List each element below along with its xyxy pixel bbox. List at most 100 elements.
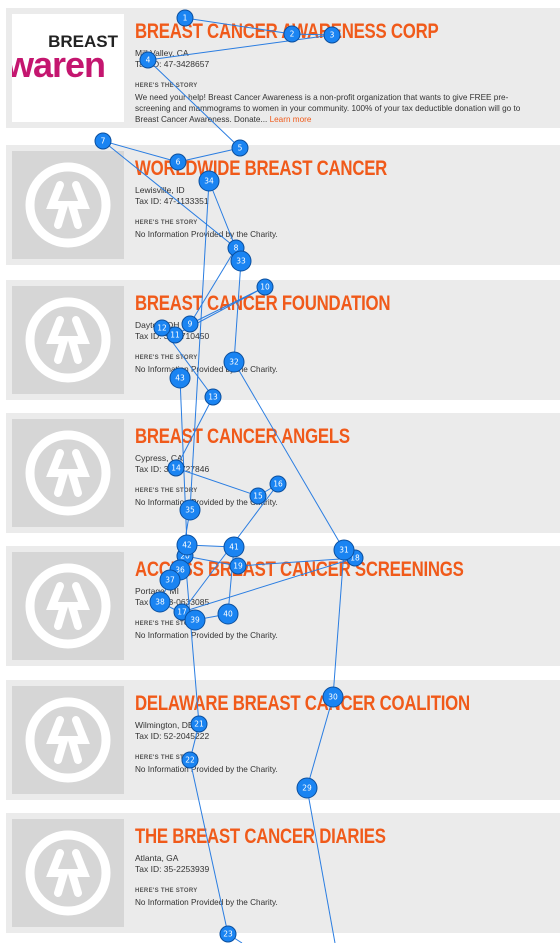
click-marker (169, 367, 191, 389)
click-marker (219, 925, 237, 943)
story-heading: HERE'S THE STORY (135, 220, 198, 226)
charity-image (12, 286, 124, 394)
charity-image: BREAST waren (12, 14, 124, 122)
marker-label: 16 (273, 480, 283, 489)
click-marker (204, 388, 222, 406)
path-segment (175, 467, 259, 497)
marker-label: 6 (176, 158, 181, 167)
charity-card[interactable]: ACCESS BREAST CANCER SCREENINGS Portage, … (6, 546, 560, 666)
charity-location: Portage, MI (135, 586, 179, 596)
charity-location: Lewisville, ID (135, 185, 185, 195)
charity-location: Wilmington, DE (135, 720, 194, 730)
marker-label: 1 (183, 14, 188, 23)
charity-tax-id: Tax ID: 52-2045222 (135, 731, 210, 741)
charity-title[interactable]: DELAWARE BREAST CANCER COALITION (135, 692, 470, 715)
charity-location: Cypress, CA (135, 453, 183, 463)
click-marker (333, 539, 355, 561)
story-heading: HERE'S THE STORY (135, 355, 198, 361)
click-marker (249, 487, 267, 505)
path-segment (102, 140, 237, 249)
charity-title[interactable]: WORLDWIDE BREAST CANCER (135, 157, 388, 180)
charity-image (12, 419, 124, 527)
placeholder-icon (25, 430, 111, 516)
click-marker (229, 557, 247, 575)
charity-tax-id: Tax ID: 47-3428657 (135, 59, 210, 69)
path-segment (189, 759, 229, 935)
click-marker (176, 9, 194, 27)
click-marker (223, 351, 245, 373)
charity-card[interactable]: WORLDWIDE BREAST CANCER Lewisville, ID Tax… (6, 145, 560, 265)
logo-text: BREAST (48, 32, 118, 51)
marker-label: 10 (260, 283, 270, 292)
path-segment (189, 180, 210, 511)
marker-label: 36 (175, 566, 185, 575)
click-marker (296, 777, 318, 799)
path-segment (233, 361, 345, 551)
placeholder-icon (25, 697, 111, 783)
story-heading: HERE'S THE STORY (135, 755, 198, 761)
story-text: No Information Provided by the Charity. (135, 630, 530, 641)
click-marker (169, 153, 187, 171)
placeholder-icon (25, 563, 111, 649)
marker-label: 43 (175, 374, 185, 383)
charity-card[interactable]: BREAST CANCER ANGELS Cypress, CA Tax ID: 3… (6, 413, 560, 533)
marker-label: 30 (328, 693, 338, 702)
logo-text: waren (12, 44, 106, 85)
click-marker (230, 250, 252, 272)
charity-title[interactable]: BREAST CANCER ANGELS (135, 425, 350, 448)
learn-more-link[interactable]: Learn more (269, 115, 312, 124)
placeholder-icon (25, 297, 111, 383)
click-marker (139, 51, 157, 69)
charity-image (12, 686, 124, 794)
marker-label: 19 (233, 562, 243, 571)
click-marker (269, 475, 287, 493)
marker-label: 17 (177, 608, 187, 617)
story-heading: HERE'S THE STORY (135, 621, 198, 627)
marker-label: 29 (302, 784, 312, 793)
charity-tax-id: Tax ID: 35-2253939 (135, 864, 210, 874)
marker-label: 3 (330, 31, 335, 40)
path-segment (184, 555, 239, 567)
marker-label: 39 (190, 616, 200, 625)
marker-label: 12 (157, 324, 167, 333)
charity-card[interactable]: BREAST CANCER FOUNDATION Dayton, OH Tax ID… (6, 280, 560, 400)
charity-location: Atlanta, GA (135, 853, 179, 863)
story-text: We need your help! Breast Cancer Awarene… (135, 92, 530, 125)
charity-title[interactable]: THE BREAST CANCER DIARIES (135, 825, 386, 848)
marker-label: 4 (146, 56, 151, 65)
click-marker (179, 499, 201, 521)
story-body: We need your help! Breast Cancer Awarene… (135, 93, 521, 124)
marker-label: 33 (236, 257, 246, 266)
marker-label: 42 (182, 541, 192, 550)
click-marker (184, 609, 206, 631)
marker-label: 38 (155, 598, 165, 607)
click-marker (181, 315, 199, 333)
charity-title[interactable]: ACCESS BREAST CANCER SCREENINGS (135, 558, 464, 581)
story-body: No Information Provided by the Charity. (135, 765, 278, 774)
click-marker (159, 569, 181, 591)
marker-label: 11 (170, 331, 180, 340)
marker-label: 35 (185, 506, 195, 515)
story-text: No Information Provided by the Charity. (135, 497, 530, 508)
charity-tax-id: Tax ID: 38-0633085 (135, 597, 210, 607)
marker-label: 40 (223, 610, 233, 619)
story-heading: HERE'S THE STORY (135, 83, 198, 89)
path-segment (184, 555, 200, 725)
click-marker (176, 534, 198, 556)
path-segment (332, 549, 345, 698)
path-segment (147, 34, 333, 61)
path-segment (189, 247, 237, 325)
marker-label: 37 (165, 576, 175, 585)
click-marker (167, 459, 185, 477)
charity-card[interactable]: DELAWARE BREAST CANCER COALITION Wilmingt… (6, 680, 560, 800)
charity-card[interactable]: THE BREAST CANCER DIARIES Atlanta, GA Tax … (6, 813, 560, 933)
click-marker (231, 139, 249, 157)
marker-label: 7 (101, 137, 106, 146)
marker-label: 22 (185, 756, 195, 765)
path-segment (181, 557, 356, 613)
click-marker (94, 132, 112, 150)
path-segment (306, 696, 334, 789)
path-segment (184, 17, 293, 35)
